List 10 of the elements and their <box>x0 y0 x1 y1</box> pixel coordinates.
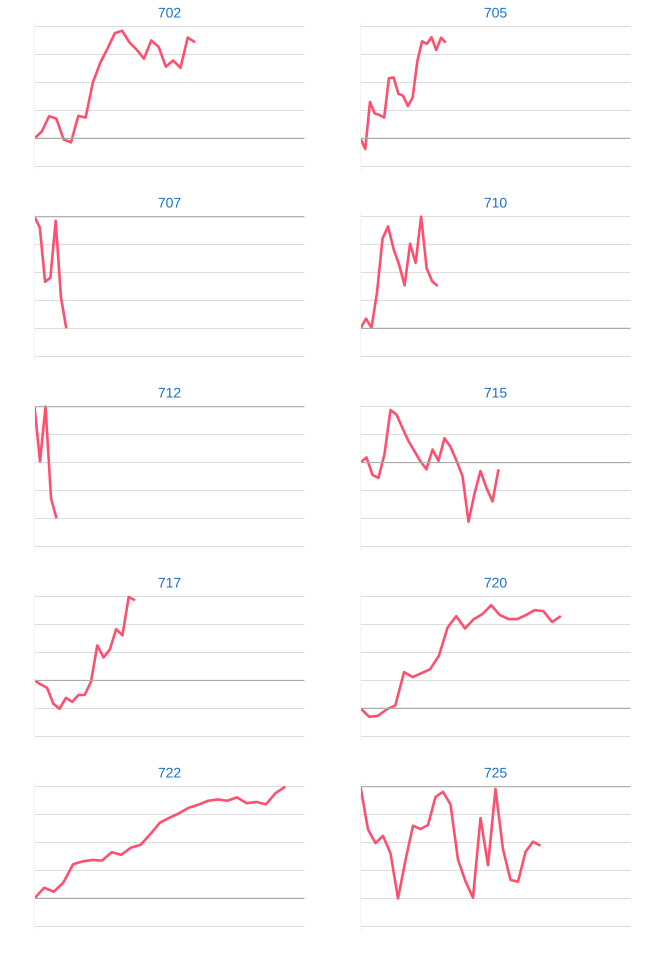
chart-title: 705 <box>484 4 508 20</box>
chart-title: 720 <box>484 574 508 590</box>
chart-title: 715 <box>484 384 508 400</box>
chart-title: 707 <box>158 194 182 210</box>
chart-title: 710 <box>484 194 508 210</box>
chart-title: 702 <box>158 4 182 20</box>
chart-title: 712 <box>158 384 182 400</box>
chart-title: 725 <box>484 764 508 780</box>
chart-title: 717 <box>158 574 182 590</box>
chart-title: 722 <box>158 764 182 780</box>
